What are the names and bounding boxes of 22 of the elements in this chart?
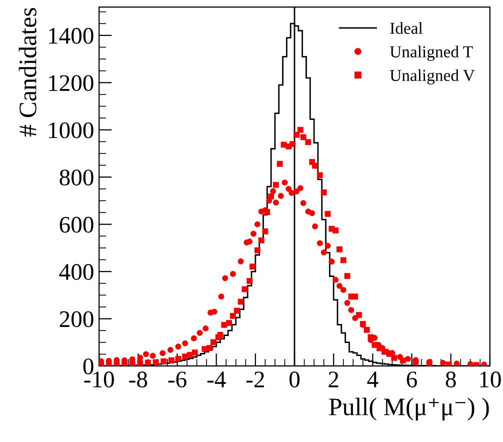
x-tick-label: -6 [168, 372, 186, 388]
y-tick-label: 1000 [49, 122, 94, 138]
x-tick-label: 8 [446, 372, 456, 388]
x-tick-label: 6 [406, 372, 417, 388]
x-tick-label: -2 [246, 372, 264, 388]
legend-label: Ideal [390, 22, 423, 34]
x-tick-label: 2 [328, 372, 338, 388]
legend-label: Unaligned T [390, 46, 473, 61]
x-tick-label: -8 [129, 372, 148, 388]
y-tick-label: 400 [59, 264, 94, 280]
y-axis-title: # Candidates [18, 8, 36, 136]
y-tick-label: 800 [60, 170, 94, 186]
y-tick-label: 1400 [49, 28, 94, 44]
legend-label: Unaligned V [390, 69, 475, 84]
x-tick-label: -4 [207, 372, 226, 388]
x-tick-label: 4 [367, 372, 378, 388]
x-tick-label: 0 [290, 372, 300, 388]
y-tick-label: 1200 [49, 75, 94, 92]
y-tick-label: 600 [60, 216, 94, 233]
x-tick-label: 10 [480, 372, 501, 388]
y-tick-label: 200 [60, 311, 94, 328]
x-axis-title: Pull( M(μ⁺μ⁻) ) [329, 398, 489, 420]
